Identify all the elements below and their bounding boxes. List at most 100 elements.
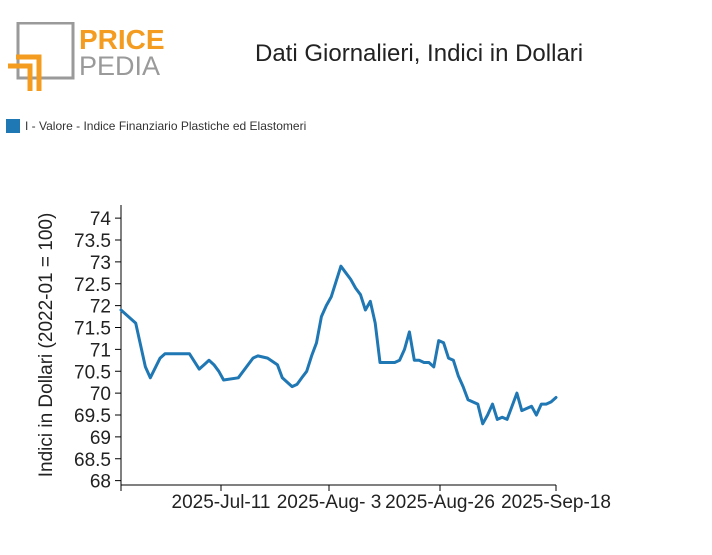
data-point xyxy=(164,353,166,355)
y-tick-label: 69.5 xyxy=(74,406,111,427)
y-tick-label: 70.5 xyxy=(74,362,111,383)
data-point xyxy=(516,392,518,394)
series-layer xyxy=(119,264,558,426)
data-point xyxy=(447,357,449,359)
data-point xyxy=(418,359,420,361)
y-tick-label: 72 xyxy=(90,297,111,318)
data-point xyxy=(506,418,508,420)
data-point xyxy=(354,287,356,289)
data-point xyxy=(149,377,151,379)
data-point xyxy=(291,385,293,387)
data-point xyxy=(501,416,503,418)
data-point xyxy=(301,377,303,379)
data-point xyxy=(477,403,479,405)
logo-word-price: PRICE xyxy=(79,24,165,55)
data-point xyxy=(315,342,317,344)
data-point xyxy=(203,364,205,366)
data-point xyxy=(369,300,371,302)
legend-swatch xyxy=(6,119,20,133)
logo-gray-frame xyxy=(16,22,75,80)
data-point xyxy=(266,357,268,359)
data-point xyxy=(545,403,547,405)
data-point xyxy=(374,322,376,324)
data-point xyxy=(428,361,430,363)
y-tick-label: 72.5 xyxy=(74,275,111,296)
data-point xyxy=(530,405,532,407)
data-point xyxy=(452,359,454,361)
data-point xyxy=(257,355,259,357)
data-point xyxy=(296,383,298,385)
data-point xyxy=(555,396,557,398)
data-point xyxy=(408,331,410,333)
data-point xyxy=(438,339,440,341)
x-tick-label: 2025-Sep-18 xyxy=(501,492,611,513)
data-point xyxy=(398,359,400,361)
data-point xyxy=(208,359,210,361)
data-point xyxy=(135,322,137,324)
data-point xyxy=(491,403,493,405)
x-tick-label: 2025-Jul-11 xyxy=(172,492,271,513)
data-point xyxy=(433,366,435,368)
data-point xyxy=(188,353,190,355)
data-point xyxy=(413,359,415,361)
series-line xyxy=(119,264,558,426)
y-tick-label: 68.5 xyxy=(74,450,111,471)
data-point xyxy=(467,399,469,401)
data-point xyxy=(325,304,327,306)
y-tick-label: 68 xyxy=(90,472,111,493)
data-point xyxy=(442,342,444,344)
pricepedia-logo: PRICE PEDIA xyxy=(8,22,165,91)
data-point xyxy=(550,401,552,403)
x-tick-label: 2025-Aug-26 xyxy=(385,492,495,513)
data-point xyxy=(423,361,425,363)
data-point xyxy=(320,315,322,317)
y-axis-title: Indici in Dollari (2022-01 = 100) xyxy=(36,213,57,478)
data-point xyxy=(237,377,239,379)
data-point xyxy=(179,353,181,355)
logo-orange-mark-outer xyxy=(8,63,33,91)
data-point xyxy=(340,265,342,267)
y-tick-label: 73 xyxy=(90,253,111,274)
data-point xyxy=(496,418,498,420)
data-point xyxy=(345,272,347,274)
data-point xyxy=(350,278,352,280)
data-point xyxy=(486,414,488,416)
chart-title: Dati Giornalieri, Indici in Dollari xyxy=(255,40,584,67)
data-point xyxy=(198,368,200,370)
data-point xyxy=(540,403,542,405)
data-point xyxy=(222,379,224,381)
data-point xyxy=(276,364,278,366)
y-tick-label: 71.5 xyxy=(74,319,111,340)
data-point xyxy=(359,294,361,296)
y-tick-label: 69 xyxy=(90,428,111,449)
data-point xyxy=(281,377,283,379)
data-point xyxy=(403,348,405,350)
data-point xyxy=(218,370,220,372)
logo-word-pedia: PEDIA xyxy=(79,51,160,81)
data-point xyxy=(144,366,146,368)
legend-label: I - Valore - Indice Finanziario Plastich… xyxy=(25,119,307,133)
y-tick-label: 71 xyxy=(90,340,111,361)
logo-orange-mark-inner xyxy=(16,54,42,91)
data-point xyxy=(384,361,386,363)
data-point xyxy=(521,409,523,411)
data-point xyxy=(252,357,254,359)
data-point xyxy=(482,423,484,425)
data-point xyxy=(310,355,312,357)
data-point xyxy=(330,296,332,298)
y-tick-label: 70 xyxy=(90,384,111,405)
data-point xyxy=(457,374,459,376)
data-point xyxy=(394,361,396,363)
chart-legend[interactable]: I - Valore - Indice Finanziario Plastich… xyxy=(6,119,306,133)
data-point xyxy=(306,370,308,372)
data-point xyxy=(462,385,464,387)
data-point xyxy=(535,414,537,416)
data-point xyxy=(120,309,122,311)
data-point xyxy=(364,309,366,311)
data-point xyxy=(213,364,215,366)
y-tick-label: 74 xyxy=(90,209,112,230)
data-point xyxy=(379,361,381,363)
y-tick-label: 73.5 xyxy=(74,231,111,252)
